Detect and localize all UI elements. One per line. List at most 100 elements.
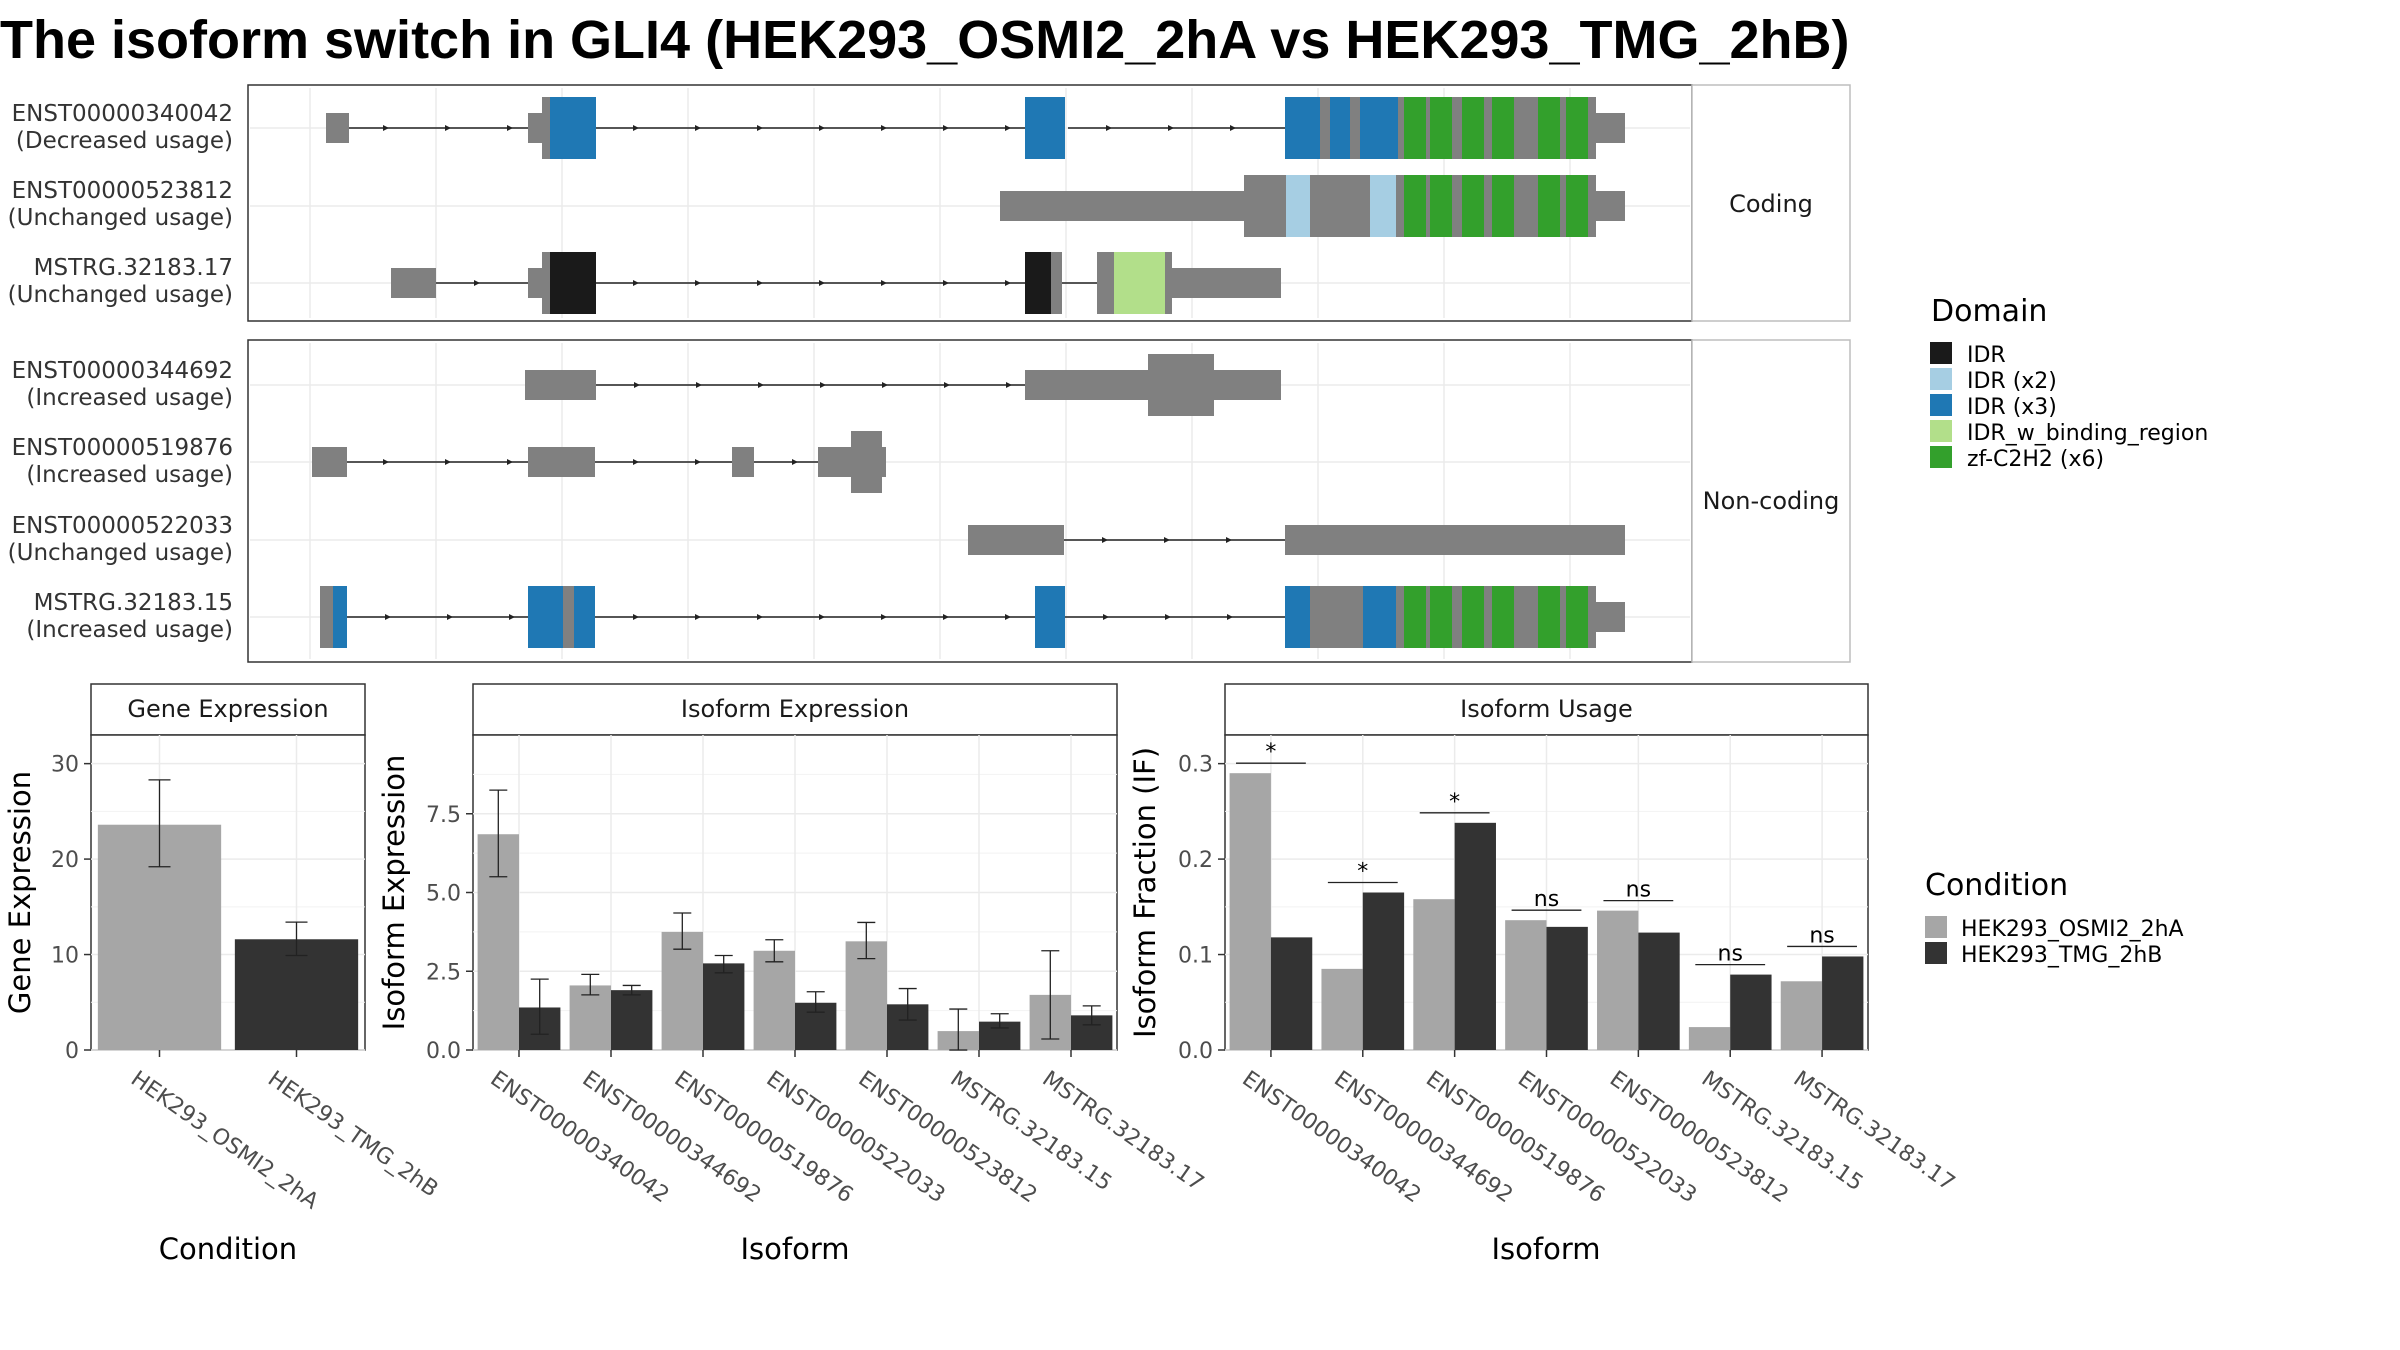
legend-label-idr-x3: IDR (x3) [1967,395,2057,420]
transcript-label-id: ENST00000523812 [12,178,233,204]
utr-exon [391,268,436,298]
bar [1321,968,1363,1050]
exon [1350,97,1360,159]
intron-arrow [819,280,825,286]
bar [1597,910,1639,1050]
domain-zf [1538,586,1560,648]
noncoding-strip [1691,339,1851,663]
bar [1730,974,1772,1050]
domain-zf [1538,97,1560,159]
transcript-label-id: ENST00000522033 [12,513,233,539]
domain-zf [1538,175,1560,237]
domain-idr-x2 [1370,175,1396,237]
intron-arrow [695,280,701,286]
intron-arrow [1106,125,1112,131]
bar [661,931,703,1050]
y-axis-title: Isoform Expression [377,755,411,1031]
panel-strip [1224,683,1869,736]
legend-swatch-idr [1930,342,1952,364]
y-tick-label: 20 [51,848,79,873]
bar [234,939,359,1050]
bar [1688,1027,1731,1050]
x-axis-title: Condition [159,1232,297,1266]
transcript-label-usage: (Unchanged usage) [8,205,233,231]
legend-swatch-idr-x2 [1930,368,1952,390]
y-tick-label: 7.5 [426,803,461,828]
condition-legend-title: Condition [1925,868,2068,903]
domain-zf [1430,175,1452,237]
domain-idr-binding [1114,252,1165,314]
y-axis-title: Isoform Fraction (IF) [1128,747,1162,1038]
domain-legend-title: Domain [1931,294,2047,329]
legend-label-idr-x2: IDR (x2) [1967,369,2057,394]
intron-arrow [383,459,389,465]
domain-idr-x3 [333,586,347,648]
utr-exon [312,447,347,477]
legend-label-idr: IDR [1967,343,2006,368]
intron-arrow [819,614,825,620]
intron-arrow [757,280,763,286]
y-tick-label: 0.3 [1178,753,1213,778]
significance-label: ns [1534,887,1559,912]
exon [1051,252,1062,314]
x-axis-title: Isoform [740,1232,849,1266]
domain-idr-x3 [1285,97,1320,159]
utr-exon [1596,602,1625,632]
transcript-label-usage: (Increased usage) [26,385,233,411]
significance-label: ns [1809,923,1834,948]
intron-arrow [474,280,480,286]
domain-idr-x3 [1360,97,1398,159]
bar [1362,892,1405,1050]
intron-arrow [445,125,451,131]
utr-exon [732,447,754,477]
intron-arrow [819,125,825,131]
bar [1270,937,1313,1050]
legend-swatch-cond-b [1925,942,1947,964]
transcript-label-usage: (Unchanged usage) [8,282,233,308]
intron-arrow [507,459,513,465]
intron-arrow [881,125,887,131]
intron-arrow [757,614,763,620]
domain-idr-x3 [550,97,596,159]
x-tick-label: MSTRG.32183.17 [1789,1066,1960,1196]
intron-arrow [944,382,950,388]
domain-zf [1462,586,1484,648]
bar [1505,920,1547,1050]
intron-arrow [943,125,949,131]
domain-idr-x3 [1025,97,1065,159]
x-tick-label: MSTRG.32183.17 [1038,1066,1209,1196]
panel-strip [472,683,1118,736]
utr-exon [1000,191,1244,221]
exon [320,586,333,648]
legend-swatch-idr-binding [1930,420,1952,442]
significance-label: ns [1718,942,1743,967]
exon [542,252,550,314]
intron-arrow [1102,537,1108,543]
domain-idr [550,252,596,314]
transcript-label-usage: (Unchanged usage) [8,540,233,566]
coding-strip [1691,84,1851,322]
intron-arrow [633,280,639,286]
figure-title: The isoform switch in GLI4 (HEK293_OSMI2… [0,10,1850,70]
domain-zf [1404,97,1426,159]
condition-legend: Condition HEK293_OSMI2_2hA HEK293_TMG_2h… [1925,868,2184,968]
exon [1148,354,1214,416]
domain-zf [1404,175,1426,237]
intron-arrow [633,614,639,620]
transcript-structures [312,97,1625,648]
intron-arrow [943,280,949,286]
domain-zf [1492,97,1514,159]
exon [1165,252,1172,314]
intron-arrow [507,125,513,131]
legend-swatch-zf [1930,446,1952,468]
utr-exon [528,447,595,477]
domain-zf [1404,586,1426,648]
y-tick-label: 0.1 [1178,944,1213,969]
y-tick-label: 30 [51,753,79,778]
intron-arrow [1006,382,1012,388]
bar [1229,773,1271,1050]
domain-idr-x3 [1363,586,1396,648]
utr-exon [525,370,596,400]
intron-arrow [757,125,763,131]
transcript-label-usage: (Increased usage) [26,617,233,643]
